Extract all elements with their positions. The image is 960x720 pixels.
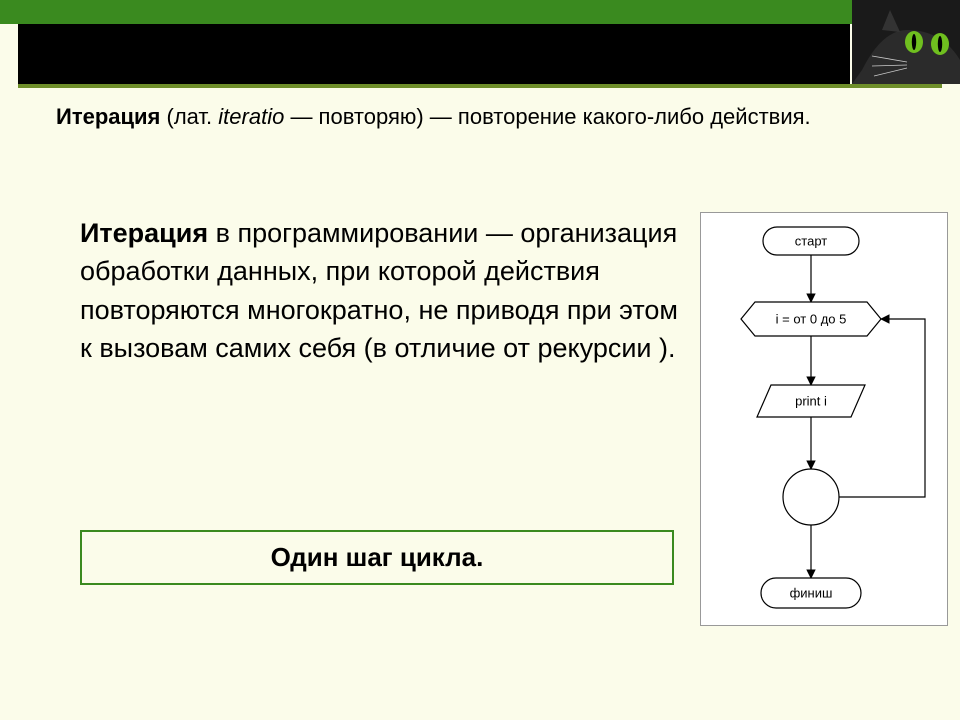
main-term: Итерация bbox=[80, 218, 208, 248]
definition-etym-rest: — повторяю) — повторение какого-либо дей… bbox=[284, 104, 810, 129]
definition-etym-open: (лат. bbox=[160, 104, 218, 129]
definition-term: Итерация bbox=[56, 104, 160, 129]
svg-text:финиш: финиш bbox=[790, 586, 833, 601]
definition-etym-italic: iteratio bbox=[218, 104, 284, 129]
step-box-label: Один шаг цикла. bbox=[271, 542, 484, 572]
svg-text:i = от 0 до 5: i = от 0 до 5 bbox=[776, 312, 847, 327]
step-box: Один шаг цикла. bbox=[80, 530, 674, 585]
cat-image bbox=[852, 0, 960, 84]
definition-line: Итерация (лат. iteratio — повторяю) — по… bbox=[56, 104, 920, 130]
header-black-block bbox=[18, 24, 850, 84]
header-underline bbox=[18, 84, 942, 88]
svg-text:старт: старт bbox=[795, 234, 827, 249]
main-paragraph: Итерация в программировании — организаци… bbox=[80, 214, 680, 367]
header-green-bar bbox=[0, 0, 960, 24]
flowchart: старт i = от 0 до 5 print i финиш bbox=[700, 212, 948, 626]
svg-text:print i: print i bbox=[795, 394, 827, 409]
